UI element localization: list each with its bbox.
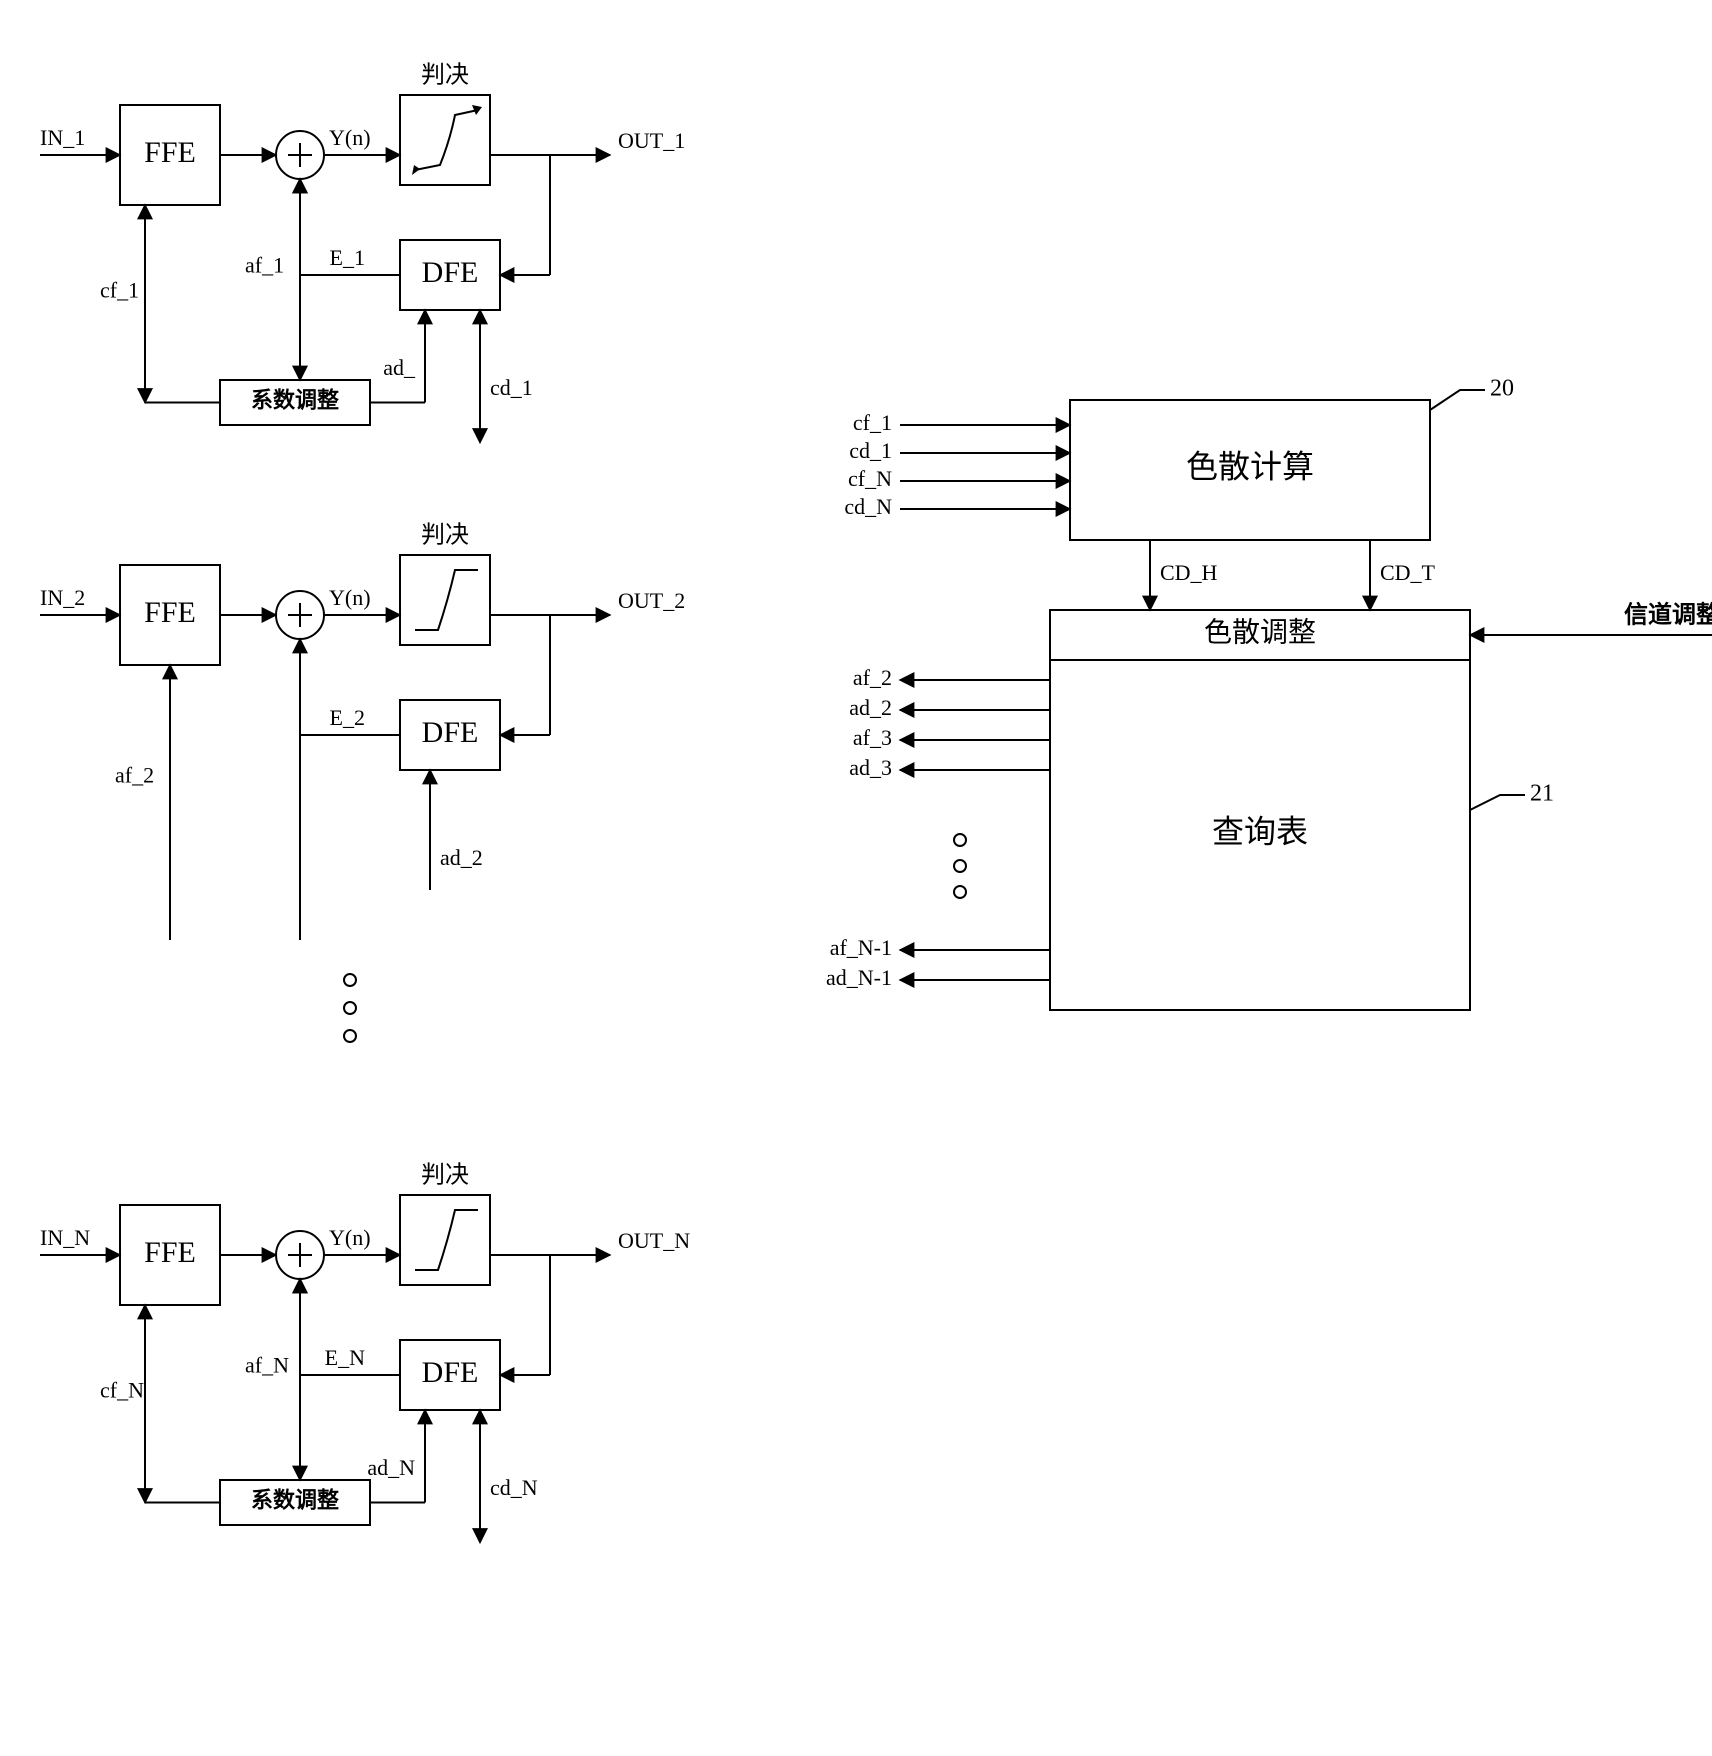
decision-label: 判决 — [421, 62, 469, 89]
lookup-output-label: ad_3 — [849, 755, 892, 780]
dispersion-adjust-label: 色散调整 — [1204, 616, 1316, 648]
ellipsis-dot — [954, 860, 966, 872]
e-label: E_N — [325, 1345, 365, 1370]
ref-20: 20 — [1490, 376, 1514, 402]
slicer-block — [400, 555, 490, 645]
calc-input-label: cf_1 — [853, 410, 892, 435]
block-diagram: IN_1FFEY(n)判决OUT_1DFEE_1系数调整af_1cf_1ad_c… — [20, 20, 1712, 1736]
slicer-block — [400, 1195, 490, 1285]
e-label: E_2 — [330, 705, 365, 730]
lookup-output-label: ad_N-1 — [826, 965, 892, 990]
in-label: IN_1 — [40, 125, 85, 150]
calc-input-label: cd_N — [844, 494, 892, 519]
dispersion-calc-label: 色散计算 — [1186, 448, 1314, 484]
coef-adjust-label: 系数调整 — [251, 388, 339, 413]
cf-label: cf_1 — [100, 278, 139, 303]
ellipsis-dot — [954, 886, 966, 898]
dfe-label: DFE — [422, 256, 479, 289]
ad-label: ad_2 — [440, 845, 483, 870]
lookup-output-label: ad_2 — [849, 695, 892, 720]
channel-adjust-label: 信道调整 — [1624, 601, 1712, 629]
wire — [1430, 390, 1485, 410]
ffe-label: FFE — [144, 1236, 196, 1269]
cd-label: cd_1 — [490, 375, 533, 400]
ref-21: 21 — [1530, 781, 1554, 807]
calc-input-label: cf_N — [848, 466, 892, 491]
ad-label: ad_N — [367, 1455, 415, 1480]
lookup-output-label: af_3 — [853, 725, 892, 750]
yn-label: Y(n) — [329, 1225, 371, 1250]
wire — [1470, 795, 1525, 810]
cdh-label: CD_H — [1160, 560, 1218, 585]
out-label: OUT_N — [618, 1228, 690, 1253]
dfe-label: DFE — [422, 716, 479, 749]
ellipsis-dot — [344, 1030, 356, 1042]
ellipsis-dot — [344, 974, 356, 986]
decision-label: 判决 — [421, 1162, 469, 1189]
dfe-label: DFE — [422, 1356, 479, 1389]
af-label: af_2 — [115, 763, 154, 788]
in-label: IN_N — [40, 1225, 90, 1250]
af-label: af_N — [245, 1353, 289, 1378]
cdt-label: CD_T — [1380, 560, 1436, 585]
af-label: af_1 — [245, 253, 284, 278]
cf-label: cf_N — [100, 1378, 144, 1403]
calc-input-label: cd_1 — [849, 438, 892, 463]
lookup-output-label: af_2 — [853, 665, 892, 690]
decision-label: 判决 — [421, 522, 469, 549]
ffe-label: FFE — [144, 596, 196, 629]
out-label: OUT_1 — [618, 128, 685, 153]
yn-label: Y(n) — [329, 125, 371, 150]
lookup-output-label: af_N-1 — [830, 935, 892, 960]
cd-label: cd_N — [490, 1475, 538, 1500]
ellipsis-dot — [954, 834, 966, 846]
lookup-table-label: 查询表 — [1212, 813, 1308, 849]
coef-adjust-label: 系数调整 — [251, 1488, 339, 1513]
in-label: IN_2 — [40, 585, 85, 610]
lookup-table-block — [1050, 610, 1470, 1010]
yn-label: Y(n) — [329, 585, 371, 610]
ad-label: ad_ — [383, 355, 416, 380]
ellipsis-dot — [344, 1002, 356, 1014]
e-label: E_1 — [330, 245, 365, 270]
out-label: OUT_2 — [618, 588, 685, 613]
ffe-label: FFE — [144, 136, 196, 169]
